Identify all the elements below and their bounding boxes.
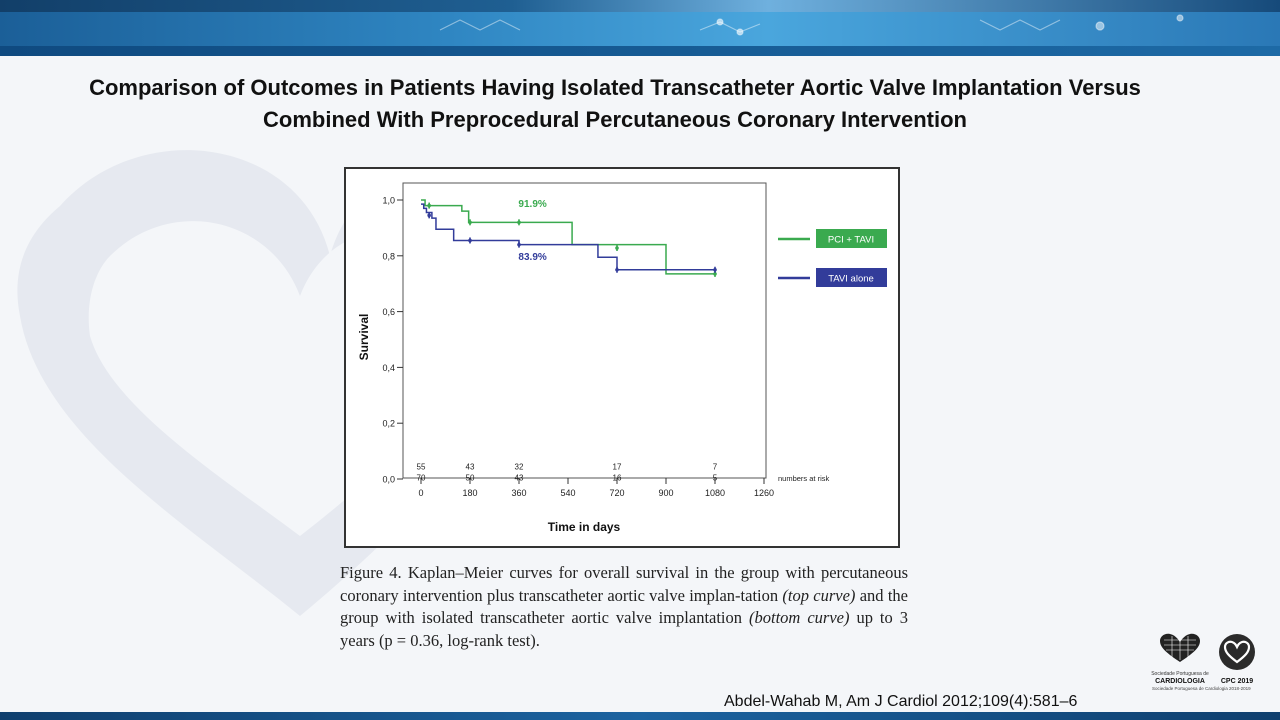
- plot-area: [402, 182, 767, 479]
- censor-point: [468, 220, 472, 225]
- banner-bottom-line: [0, 46, 1280, 56]
- figure-caption: Figure 4. Kaplan–Meier curves for overal…: [340, 562, 908, 652]
- caption-italic-1: (top curve): [782, 585, 856, 605]
- numbers-at-risk-group: 55 43 32 17 7 70 50 43 16 5 numbers at risk: [417, 462, 830, 483]
- y-axis-label: Survival: [357, 314, 371, 361]
- spc-logo-main-text: CARDIOLOGIA: [1155, 678, 1205, 685]
- y-tick-label: 0,8: [382, 251, 395, 261]
- legend: PCI + TAVI TAVI alone: [778, 229, 887, 287]
- legend-swatch-box: [816, 268, 887, 287]
- y-tick-label: 0,6: [382, 307, 395, 317]
- x-tick-label: 900: [658, 488, 673, 498]
- y-axis: 0,0 0,2 0,4 0,6 0,8 1,0: [382, 196, 403, 485]
- numbers-at-risk-label: numbers at risk: [778, 474, 830, 483]
- risk-count: 50: [466, 473, 475, 482]
- footer-bar: [0, 712, 1280, 720]
- censor-point: [468, 238, 472, 243]
- spc-logo: Sociedade Portuguesa de CARDIOLOGIA: [1150, 632, 1210, 686]
- x-tick-label: 1080: [705, 488, 725, 498]
- survival-annotation: 91.9%: [518, 199, 546, 210]
- risk-count: 5: [713, 473, 718, 482]
- censor-point: [615, 267, 619, 272]
- censor-point: [517, 220, 521, 225]
- x-tick-label: 0: [418, 488, 423, 498]
- kaplan-meier-chart: 0,0 0,2 0,4 0,6 0,8 1,0 0 180 360 540 720 900 1080 1…: [357, 182, 887, 534]
- series-group: 91.9% 83.9%: [421, 199, 717, 277]
- risk-count: 32: [515, 462, 524, 471]
- y-tick-label: 0,4: [382, 363, 395, 373]
- risk-count: 43: [466, 462, 475, 471]
- page-title: Comparison of Outcomes in Patients Havin…: [40, 72, 1190, 136]
- censor-point: [615, 246, 619, 250]
- legend-label: TAVI alone: [828, 274, 874, 285]
- legend-swatch-box: [816, 229, 887, 248]
- censor-point: [427, 203, 431, 208]
- logo-footer-text: Sociedade Portuguesa de Cardiologia 2018…: [1152, 686, 1251, 691]
- title-line-1: Comparison of Outcomes in Patients Havin…: [89, 75, 1141, 100]
- censor-point: [713, 272, 717, 276]
- risk-count: 17: [613, 462, 622, 471]
- censor-point: [427, 213, 431, 218]
- spc-logo-small-text: Sociedade Portuguesa de: [1151, 671, 1209, 677]
- risk-count: 16: [613, 473, 622, 482]
- legend-label: PCI + TAVI: [828, 235, 874, 246]
- y-tick-label: 1,0: [382, 196, 395, 206]
- series-line-pci-tavi: [421, 199, 715, 275]
- x-tick-label: 180: [462, 488, 477, 498]
- caption-part-3: up to 3 years (p = 0.36, log-rank test).: [340, 608, 909, 650]
- risk-count: 70: [417, 473, 426, 482]
- y-tick-label: 0,0: [382, 475, 395, 485]
- x-axis: 0 180 360 540 720 900 1080 1260: [418, 478, 774, 498]
- x-tick-label: 540: [560, 488, 575, 498]
- citation: Abdel-Wahab M, Am J Cardiol 2012;109(4):…: [724, 693, 1078, 710]
- caption-part-1: Figure 4. Kaplan–Meier curves for overal…: [340, 563, 908, 605]
- caption-part-2: and the group with isolated transcathete…: [340, 585, 908, 628]
- censor-point: [517, 242, 521, 247]
- risk-count: 7: [713, 462, 718, 471]
- series-line-tavi-alone: [421, 203, 715, 271]
- cpc-logo: CPC 2019: [1212, 632, 1262, 686]
- title-line-2: Combined With Preprocedural Percutaneous…: [263, 107, 967, 132]
- survival-annotation: 83.9%: [518, 252, 546, 263]
- censor-point: [713, 267, 717, 272]
- x-tick-label: 360: [511, 488, 526, 498]
- risk-count: 43: [515, 473, 524, 482]
- header-banner: [0, 0, 1280, 56]
- cpc-logo-text: CPC 2019: [1220, 678, 1254, 685]
- risk-count: 55: [417, 462, 426, 471]
- y-tick-label: 0,2: [382, 419, 395, 429]
- x-tick-label: 720: [609, 488, 624, 498]
- x-axis-label: Time in days: [548, 520, 621, 534]
- x-tick-label: 1260: [754, 488, 774, 498]
- caption-italic-2: (bottom curve): [749, 608, 850, 627]
- banner-top-strip: [0, 0, 1280, 12]
- spc-heart-logo-icon: [1160, 633, 1200, 662]
- cpc-heart-logo-icon: [1219, 634, 1255, 670]
- molecule-decoration-icon: [439, 14, 1184, 36]
- kaplan-meier-figure: 0,0 0,2 0,4 0,6 0,8 1,0 0 180 360 540 720 900 1080 1…: [344, 167, 900, 548]
